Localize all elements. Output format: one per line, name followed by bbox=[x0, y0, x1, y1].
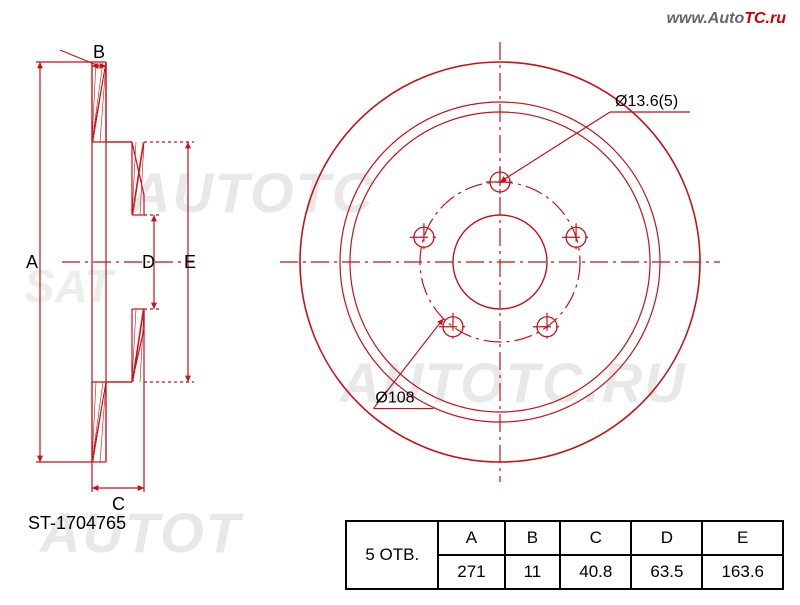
part-number: ST-1704765 bbox=[28, 513, 126, 534]
svg-text:Ø13.6(5): Ø13.6(5) bbox=[615, 93, 678, 110]
val-b: 11 bbox=[505, 555, 561, 589]
col-e: E bbox=[702, 521, 783, 555]
col-b: B bbox=[505, 521, 561, 555]
val-a: 271 bbox=[438, 555, 504, 589]
col-c: C bbox=[560, 521, 631, 555]
svg-text:D: D bbox=[142, 252, 155, 272]
col-d: D bbox=[631, 521, 702, 555]
svg-text:E: E bbox=[184, 252, 196, 272]
url-prefix: www.Auto bbox=[667, 10, 745, 27]
dimension-table: 5 ОТВ. A B C D E 271 11 40.8 63.5 163.6 bbox=[345, 520, 784, 590]
val-c: 40.8 bbox=[560, 555, 631, 589]
col-a: A bbox=[438, 521, 504, 555]
svg-text:Ø108: Ø108 bbox=[375, 390, 414, 407]
technical-drawing: Ø13.6(5)Ø108AEDBC bbox=[0, 0, 800, 600]
url-suffix: TC.ru bbox=[744, 10, 786, 27]
site-url: www.AutoTC.ru bbox=[667, 10, 786, 28]
svg-text:A: A bbox=[26, 252, 38, 272]
col-holes: 5 ОТВ. bbox=[346, 521, 438, 589]
svg-text:B: B bbox=[93, 42, 105, 62]
val-d: 63.5 bbox=[631, 555, 702, 589]
val-e: 163.6 bbox=[702, 555, 783, 589]
table-row: 5 ОТВ. A B C D E bbox=[346, 521, 783, 555]
svg-text:C: C bbox=[112, 494, 125, 514]
